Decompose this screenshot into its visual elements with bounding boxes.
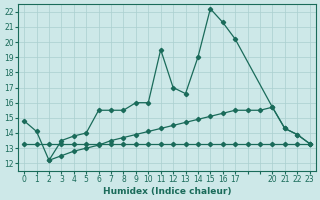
X-axis label: Humidex (Indice chaleur): Humidex (Indice chaleur): [103, 187, 231, 196]
